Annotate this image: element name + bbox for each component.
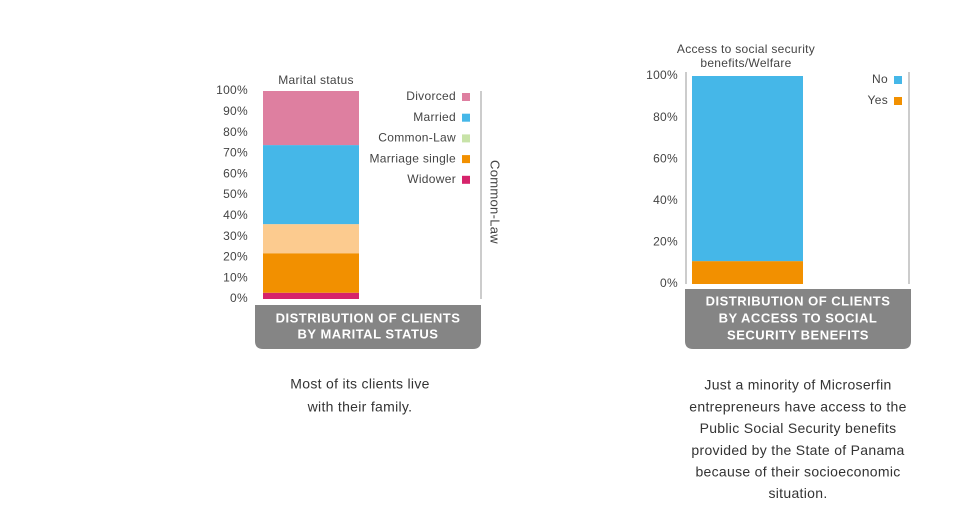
legend-swatch: [894, 76, 902, 84]
legend-swatch: [462, 93, 470, 101]
banner-box: [255, 305, 481, 349]
banner-box: [685, 289, 911, 349]
legend-label: Marriage single: [369, 151, 456, 165]
y-tick-label: 0%: [230, 291, 248, 305]
y-tick-label: 80%: [653, 110, 678, 124]
y-tick-label: 60%: [653, 151, 678, 165]
caption: situation.: [768, 485, 827, 501]
y-tick-label: 50%: [223, 187, 248, 201]
banner-text: DISTRIBUTION OF CLIENTS: [706, 293, 891, 308]
y-tick-label: 10%: [223, 270, 248, 284]
y-tick-label: 60%: [223, 166, 248, 180]
caption: because of their socioeconomic: [695, 464, 900, 480]
chart-title: Marital status: [278, 73, 354, 87]
caption: Public Social Security benefits: [700, 420, 897, 436]
legend-label: Widower: [407, 172, 456, 186]
y-tick-label: 40%: [653, 193, 678, 207]
caption: entrepreneurs have access to the: [689, 398, 906, 414]
caption: with their family.: [307, 399, 413, 415]
y-tick-label: 40%: [223, 208, 248, 222]
y-tick-label: 20%: [653, 235, 678, 249]
legend-swatch: [462, 113, 470, 122]
bar-segment: [692, 261, 803, 284]
y-tick-label: 30%: [223, 229, 248, 243]
banner: DISTRIBUTION OF CLIENTS BY ACCESS TO SOCI…: [685, 289, 911, 349]
y-tick-label: 100%: [216, 83, 248, 97]
bar-segment: [692, 76, 803, 262]
legend-label: Yes: [868, 93, 888, 107]
y-tick-label: 0%: [660, 276, 678, 290]
bar-segment: [263, 224, 359, 254]
caption: provided by the State of Panama: [691, 442, 904, 458]
y-tick-label: 80%: [223, 125, 248, 139]
legend-swatch: [894, 97, 902, 105]
legend-label: No: [872, 72, 888, 86]
caption: Most of its clients live: [290, 376, 429, 392]
caption: Just a minority of Microserfin: [704, 377, 891, 393]
banner-text: SECURITY BENEFITS: [727, 327, 869, 342]
legend-label: Divorced: [406, 89, 456, 103]
chart-title: benefits/Welfare: [700, 56, 791, 70]
legend-label: Married: [413, 110, 456, 124]
banner-text: DISTRIBUTION OF CLIENTS: [276, 310, 461, 325]
bar-segment: [263, 253, 359, 293]
legend-swatch: [462, 134, 470, 143]
y-tick-label: 70%: [223, 146, 248, 160]
banner-text: BY MARITAL STATUS: [298, 326, 439, 341]
chart-title: Access to social security: [677, 42, 815, 56]
bar-segment: [263, 145, 359, 225]
legend-swatch: [462, 175, 470, 184]
y-tick-label: 20%: [223, 250, 248, 264]
annotation: Common-Law: [488, 160, 503, 244]
y-tick-label: 90%: [223, 104, 248, 118]
legend-swatch: [462, 155, 470, 164]
bar-segment: [263, 91, 359, 146]
banner-text: BY ACCESS TO SOCIAL: [719, 310, 878, 325]
bar-segment: [263, 292, 359, 299]
legend-label: Common-Law: [378, 131, 456, 145]
y-tick-label: 100%: [646, 68, 678, 82]
